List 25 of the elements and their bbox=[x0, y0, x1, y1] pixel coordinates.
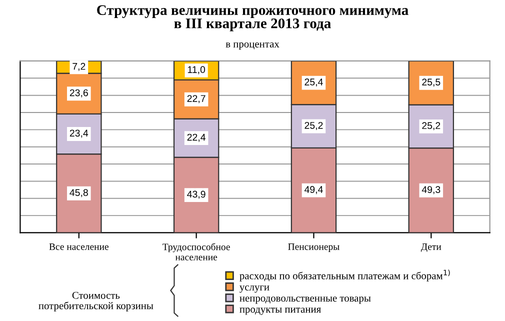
legend-label: расходы по обязательным платежам и сборам$^{1)}$ bbox=[240, 270, 450, 282]
text: Стоимость потребительской корзины bbox=[38, 292, 154, 312]
x-tick-label: Трудоспособное население bbox=[162, 243, 230, 260]
x-tick-label: Пенсионеры bbox=[288, 244, 340, 252]
data-label: 11,0 bbox=[188, 66, 206, 74]
data-label: 23,4 bbox=[70, 130, 88, 138]
data-label: 49,3 bbox=[422, 186, 440, 194]
data-label: 23,6 bbox=[70, 89, 88, 98]
data-label: 45,8 bbox=[70, 189, 88, 198]
data-label: 25,5 bbox=[422, 78, 440, 87]
legend-label: услуги bbox=[240, 286, 270, 293]
data-label: 22,7 bbox=[187, 95, 206, 104]
data-label: 7,2 bbox=[72, 62, 86, 71]
legend-label: непродовольственные товары bbox=[240, 296, 371, 304]
data-label: 25,4 bbox=[304, 78, 323, 87]
x-tick-label: Все население bbox=[49, 244, 108, 250]
data-label: 25,2 bbox=[422, 122, 440, 130]
x-tick-label: Дети bbox=[420, 244, 442, 252]
chart-subtitle: в процентах bbox=[226, 42, 280, 50]
data-label: 49,4 bbox=[304, 186, 323, 194]
legend-label: продукты питания bbox=[240, 308, 321, 315]
data-label: 22,4 bbox=[187, 134, 206, 142]
chart-title: Структура величины прожиточного минимума в III квартале 2013 года bbox=[97, 5, 408, 32]
data-label: 25,2 bbox=[304, 122, 323, 130]
data-label: 43,9 bbox=[187, 190, 206, 199]
